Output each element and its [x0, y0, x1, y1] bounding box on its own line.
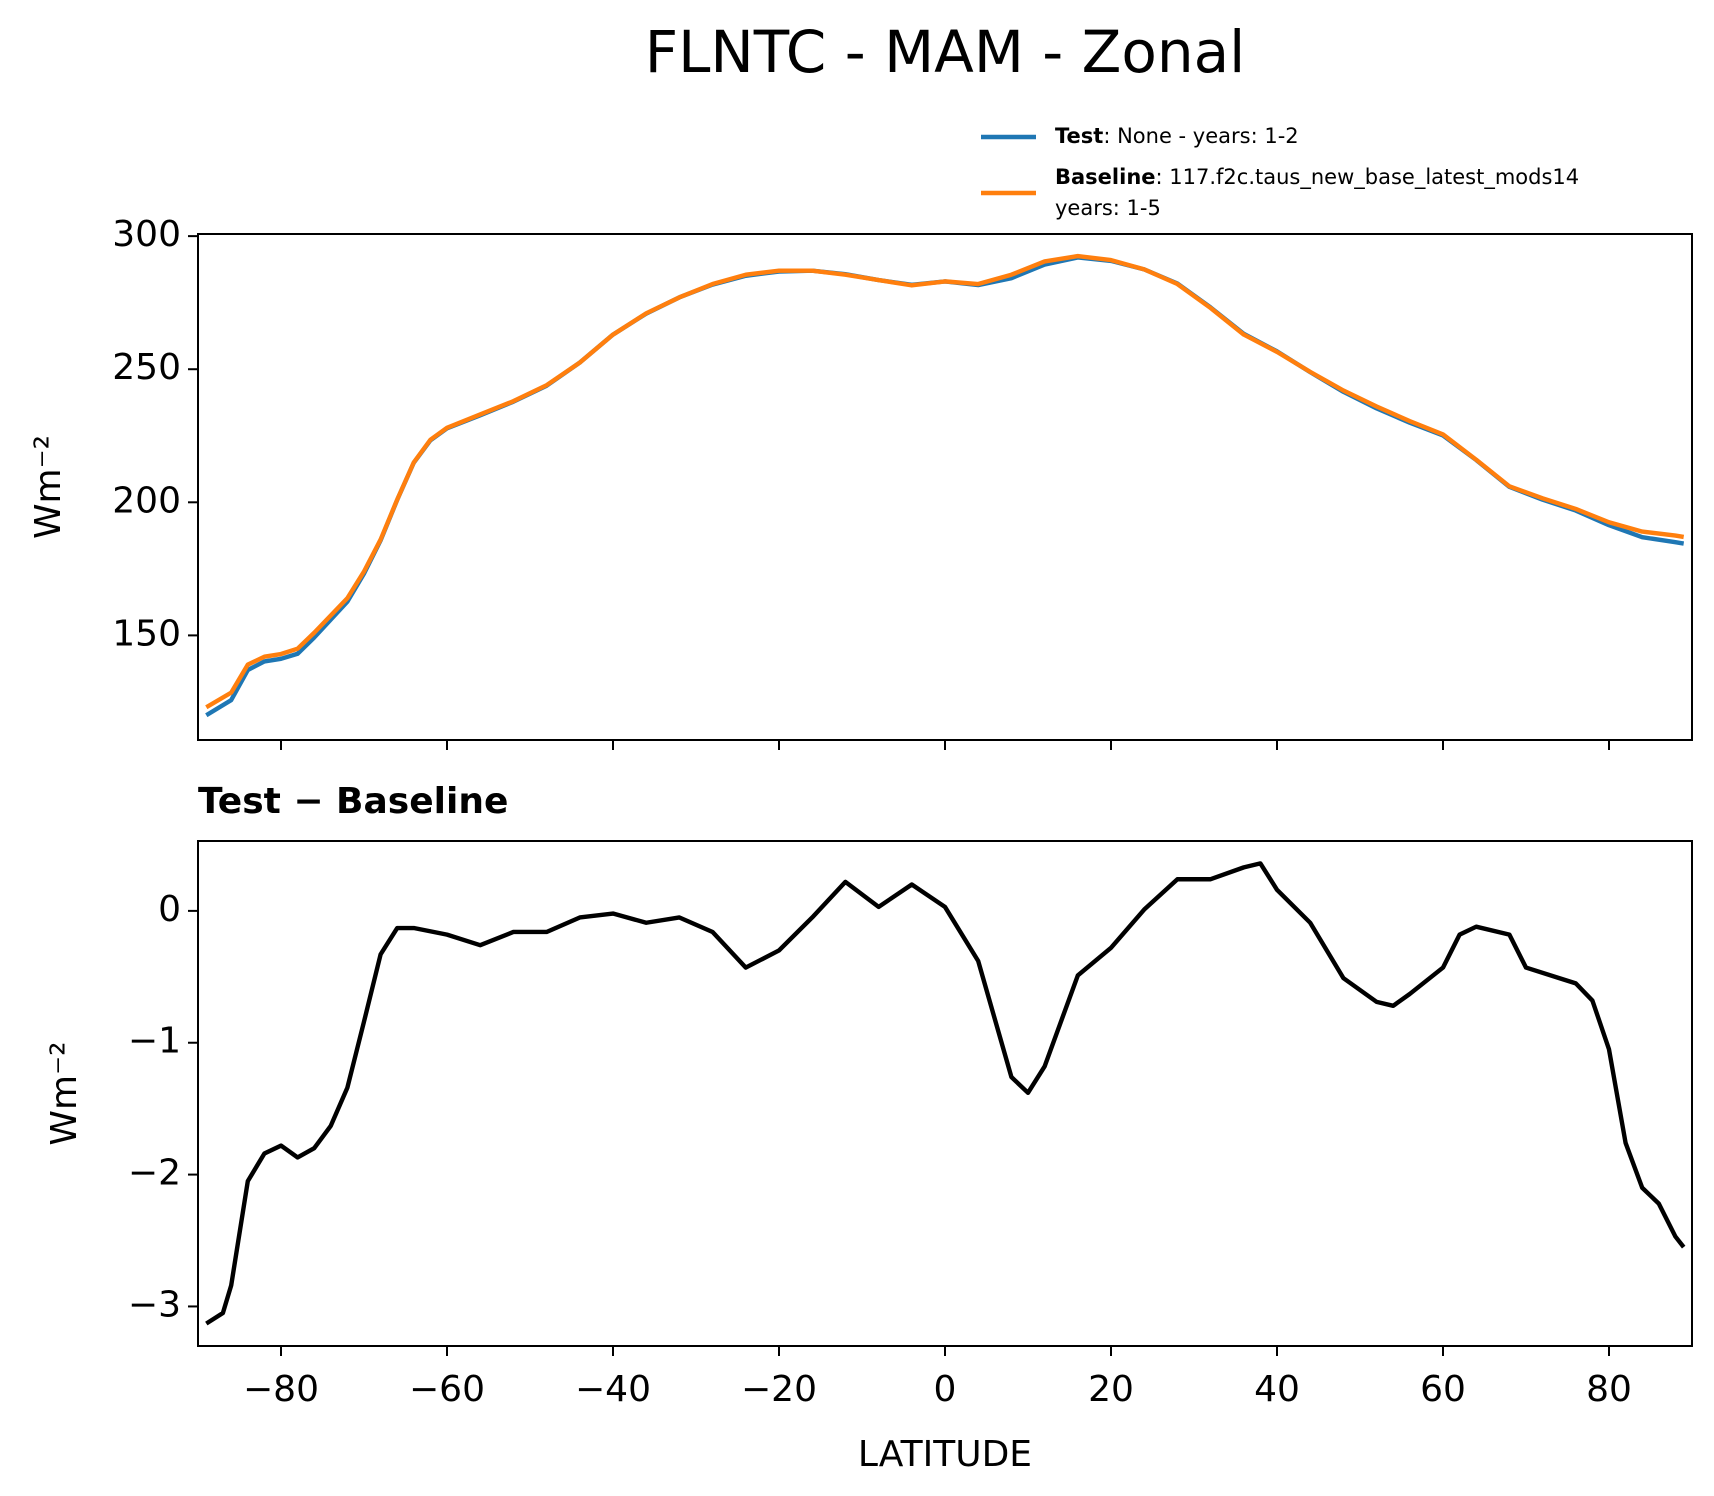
legend-name: Test: [1055, 124, 1103, 148]
y-tick-label: −1: [128, 1021, 181, 1062]
x-tick-label: 60: [1420, 1369, 1466, 1410]
y-tick-label: 0: [158, 889, 181, 930]
x-tick-label: −60: [409, 1369, 485, 1410]
x-tick-label: 80: [1586, 1369, 1632, 1410]
y-axis-label: Wm⁻²: [28, 435, 69, 539]
x-tick-label: 0: [934, 1369, 957, 1410]
y-tick-label: 250: [112, 347, 181, 388]
y-tick-label: 200: [112, 480, 181, 521]
x-tick-label: 40: [1254, 1369, 1300, 1410]
x-tick-label: −20: [741, 1369, 817, 1410]
data-line: [205, 255, 1685, 718]
plot-frame: [197, 840, 1693, 1347]
legend-name: Baseline: [1055, 165, 1156, 189]
y-axis-label: Wm⁻²: [44, 1041, 85, 1145]
data-line: [205, 861, 1686, 1326]
subplot-title: Test − Baseline: [198, 781, 508, 822]
y-tick-label: 300: [112, 214, 181, 255]
y-tick-label: −3: [128, 1284, 181, 1325]
x-tick-label: −80: [243, 1369, 319, 1410]
legend-entry: Baseline: 117.f2c.taus_new_base_latest_m…: [1055, 165, 1579, 190]
y-tick-label: −2: [128, 1153, 181, 1194]
legend-detail: years: 1-5: [1055, 196, 1161, 220]
data-line: [205, 253, 1685, 710]
legend-entry: Test: None - years: 1-2: [1055, 124, 1299, 148]
y-tick-label: 150: [112, 613, 181, 654]
figure-title: FLNTC - MAM - Zonal: [645, 18, 1246, 86]
legend-detail: : None - years: 1-2: [1103, 124, 1298, 148]
x-tick-label: 20: [1088, 1369, 1134, 1410]
x-axis-label: LATITUDE: [858, 1434, 1032, 1475]
x-tick-label: −40: [575, 1369, 651, 1410]
legend-detail: : 117.f2c.taus_new_base_latest_mods14: [1156, 165, 1580, 190]
plot-frame: [197, 233, 1693, 741]
